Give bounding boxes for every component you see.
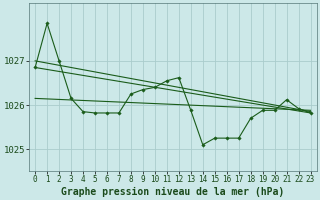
X-axis label: Graphe pression niveau de la mer (hPa): Graphe pression niveau de la mer (hPa) — [61, 186, 284, 197]
